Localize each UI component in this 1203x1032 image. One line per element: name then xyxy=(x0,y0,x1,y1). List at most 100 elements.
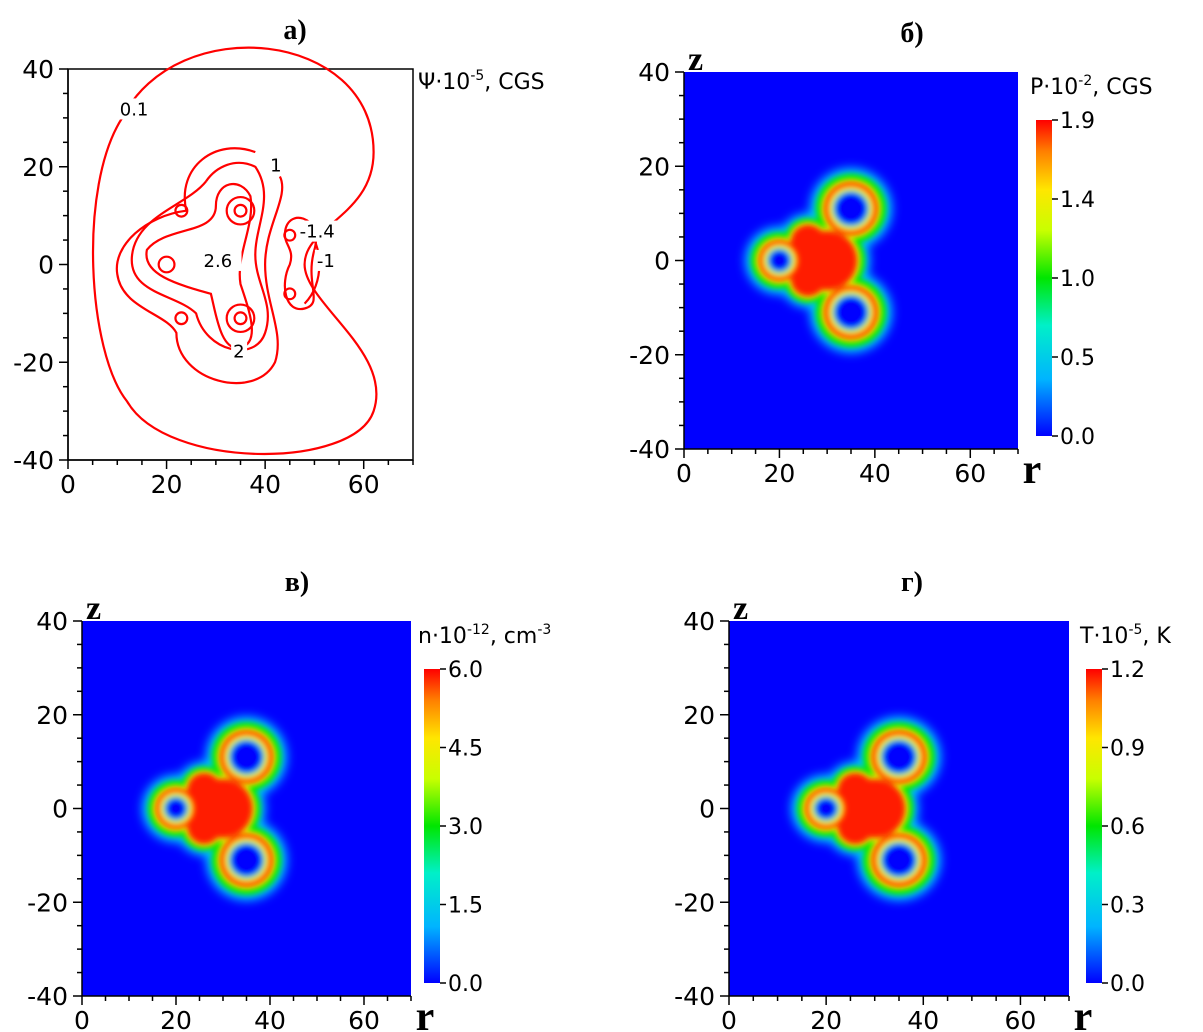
colorbar-tick-label: 1.5 xyxy=(448,894,483,919)
y-tick-label: 40 xyxy=(638,58,670,87)
colorbar-tick-label: 0.0 xyxy=(1060,425,1095,450)
panel-d: г)zr1.20.90.60.30.0T·10-5, K40200-20-400… xyxy=(674,567,1171,1032)
y-tick-label: 0 xyxy=(38,251,54,280)
quantity-label: Ψ·10-5, CGS xyxy=(418,68,545,95)
quantity-label: T·10-5, K xyxy=(1079,622,1171,649)
panel-label-b: б) xyxy=(900,18,923,49)
y-tick-label: 40 xyxy=(36,607,68,636)
colorbar-tick-label: 0.5 xyxy=(1060,346,1095,371)
axis-label-z: z xyxy=(86,590,101,627)
colorbar-tick-label: 1.0 xyxy=(1060,267,1095,292)
x-tick-label: 60 xyxy=(954,459,986,488)
colorbar-tick-label: 0.0 xyxy=(1110,972,1145,997)
x-axis: 0 20 40 60 xyxy=(74,995,412,1032)
axis-label-r: r xyxy=(416,994,435,1032)
x-axis: 0 20 40 60 xyxy=(60,459,414,499)
y-tick-label: -40 xyxy=(629,435,670,464)
contour-island xyxy=(225,195,256,226)
y-tick-label: -20 xyxy=(27,888,68,917)
x-axis: 0 20 40 60 xyxy=(721,995,1070,1032)
x-tick-label: 20 xyxy=(810,1006,842,1032)
heatmap-lobe-hole xyxy=(874,733,924,781)
contour-label: 2 xyxy=(233,341,244,362)
y-tick-label: 0 xyxy=(699,795,715,824)
contour-label: 0.1 xyxy=(120,99,149,120)
contour-label-bg xyxy=(297,220,350,242)
y-tick-label: -40 xyxy=(13,446,54,475)
colorbar xyxy=(424,669,440,983)
heatmap-lobe-hole xyxy=(223,733,270,781)
y-axis: 40 20 0 -20 -40 xyxy=(13,55,69,475)
axis-label-z: z xyxy=(688,41,703,78)
panel-b: б) z r 1.9 1.4 1.0 0.5 0.0 P·10-2, CGS 40 20 0 -20 -4… xyxy=(629,18,1152,493)
x-tick-label: 40 xyxy=(907,1006,939,1032)
colorbar-tick-label: 0.3 xyxy=(1110,894,1145,919)
x-tick-label: 20 xyxy=(764,459,796,488)
y-tick-label: -20 xyxy=(674,888,715,917)
contour-line xyxy=(91,46,378,456)
x-tick-label: 40 xyxy=(254,1006,286,1032)
colorbar-tick-label: 0.0 xyxy=(448,972,483,997)
x-tick-label: 0 xyxy=(60,470,76,499)
heatmap-lobe-hole xyxy=(827,288,875,336)
y-axis: 40 20 0 -20 -40 xyxy=(629,58,685,464)
y-tick-label: -40 xyxy=(674,982,715,1011)
colorbar-tick-label: 0.6 xyxy=(1110,815,1145,840)
axis-label-r: r xyxy=(1023,447,1042,493)
panel-label-d: г) xyxy=(901,567,923,598)
colorbar-tick-label: 4.5 xyxy=(448,737,483,762)
contour-label-bg xyxy=(231,340,248,362)
y-tick-label: 20 xyxy=(683,701,715,730)
contour-island xyxy=(225,303,256,334)
x-tick-label: 60 xyxy=(348,1006,380,1032)
x-tick-label: 20 xyxy=(160,1006,192,1032)
colorbar-tick-label: 1.2 xyxy=(1110,658,1145,683)
x-tick-label: 40 xyxy=(859,459,891,488)
contour-island xyxy=(233,311,248,326)
y-tick-label: 20 xyxy=(22,153,54,182)
x-tick-label: 60 xyxy=(348,470,380,499)
contour-island xyxy=(174,311,189,326)
x-axis: 0 20 40 60 xyxy=(676,448,1019,488)
y-tick-label: 40 xyxy=(22,55,54,84)
heatmap-lobe-hole xyxy=(827,185,875,233)
contour-label-bg xyxy=(117,98,158,120)
heatmap-lobe-hole xyxy=(807,790,845,827)
heatmap-lobe-hole xyxy=(223,836,270,884)
axis-label-z: z xyxy=(733,590,748,627)
x-tick-label: 60 xyxy=(1005,1006,1037,1032)
heatmap-lobe-hole xyxy=(158,790,194,827)
x-tick-label: 40 xyxy=(249,470,281,499)
y-tick-label: -20 xyxy=(13,348,54,377)
x-tick-label: 0 xyxy=(74,1006,90,1032)
contour-label: -1.4 xyxy=(300,222,335,243)
contour-island xyxy=(174,203,189,218)
contour-label: -1 xyxy=(317,251,335,272)
colorbar-tick-label: 0.9 xyxy=(1110,737,1145,762)
colorbar-tick-label: 1.4 xyxy=(1060,188,1095,213)
colorbar xyxy=(1086,669,1102,983)
x-tick-label: 0 xyxy=(676,459,692,488)
panel-label-a: а) xyxy=(283,15,306,46)
heatmap-lobe-hole xyxy=(761,242,798,279)
colorbar-tick-label: 6.0 xyxy=(448,658,483,683)
heatmap-lobe-hole xyxy=(874,836,924,884)
contour-line xyxy=(130,161,269,352)
contour-island xyxy=(233,203,248,218)
quantity-label: n·10-12, cm-3 xyxy=(418,622,551,649)
contour-island xyxy=(157,255,176,274)
contour-label-bg xyxy=(268,154,285,176)
y-tick-label: 0 xyxy=(52,795,68,824)
contour-label-bg xyxy=(201,249,242,271)
x-tick-label: 0 xyxy=(721,1006,737,1032)
panel-c: в) z r 6.0 4.5 3.0 1.5 0.0 n·10-12, cm-3 40 20 0 -20… xyxy=(27,567,551,1032)
contour-island xyxy=(283,228,297,242)
y-tick-label: 40 xyxy=(683,607,715,636)
y-tick-label: -20 xyxy=(629,341,670,370)
quantity-label: P·10-2, CGS xyxy=(1030,73,1153,100)
colorbar-tick-label: 3.0 xyxy=(448,815,483,840)
contour-label-bg xyxy=(314,249,343,271)
y-axis: 40 20 0 -20 -40 xyxy=(674,607,730,1011)
